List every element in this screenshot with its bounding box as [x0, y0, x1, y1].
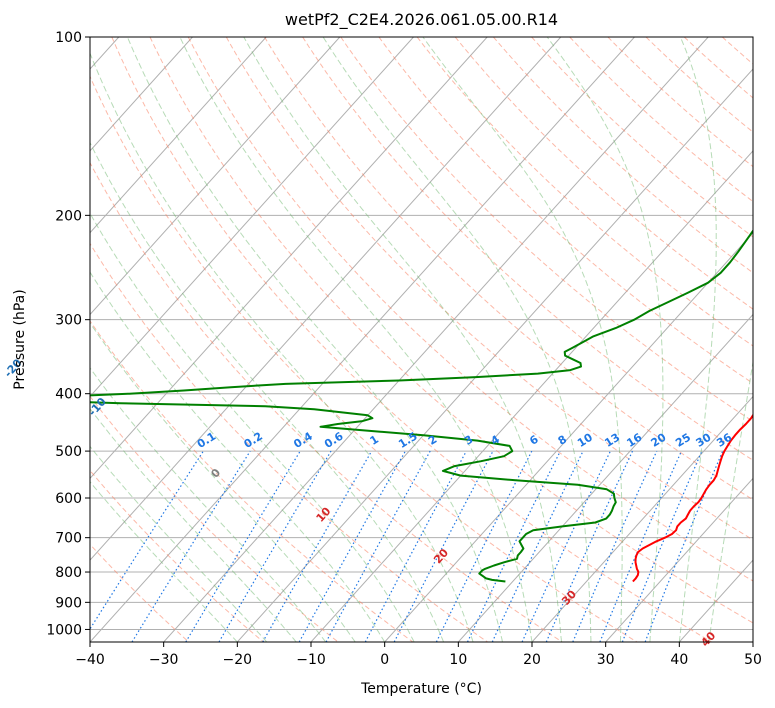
moist-adiabat — [90, 141, 445, 642]
y-tick-label: 200 — [55, 208, 82, 224]
mixing-ratio-line — [545, 450, 634, 642]
x-tick-label: −40 — [75, 652, 105, 668]
mixing-ratio-line — [621, 450, 703, 642]
dry-adiabat — [90, 161, 563, 642]
plot-frame — [89, 36, 754, 643]
moist-adiabat — [243, 37, 562, 642]
moist-adiabat — [322, 37, 592, 642]
dry-adiabat — [111, 37, 712, 642]
moist-adiabat — [678, 37, 717, 642]
isotherm — [384, 232, 753, 642]
moist-adiabat — [90, 407, 297, 642]
dry-adiabat — [187, 37, 753, 582]
isotherm — [310, 150, 753, 642]
mixing-ratio-line — [90, 450, 204, 631]
isotherm — [90, 37, 562, 561]
x-tick-label: −20 — [223, 652, 253, 668]
y-tick-label: 400 — [55, 387, 82, 403]
y-tick-label: 500 — [55, 444, 82, 460]
y-tick-label: 100 — [55, 30, 82, 46]
y-tick-label: 1000 — [46, 622, 82, 638]
chart-title: wetPf2_C2E4.2026.061.05.00.R14 — [285, 10, 558, 30]
dry-adiabat — [264, 37, 753, 501]
x-tick-label: 30 — [597, 652, 615, 668]
plot-lines — [90, 37, 753, 642]
dry-adiabat — [90, 395, 339, 642]
x-tick-label: 10 — [449, 652, 467, 668]
moist-adiabat — [90, 445, 268, 642]
dry-adiabat — [340, 37, 753, 423]
mixing-ratio-line — [364, 450, 467, 642]
dry-adiabat — [90, 242, 488, 642]
x-tick-label: 50 — [744, 652, 762, 668]
dry-adiabat — [569, 37, 753, 203]
isotherm — [90, 37, 488, 480]
moist-adiabat — [708, 359, 753, 642]
mixing-ratio-line — [435, 450, 533, 642]
y-tick-label: 900 — [55, 595, 82, 611]
isotherm — [90, 37, 414, 398]
y-tick-label: 300 — [55, 313, 82, 329]
dry-adiabat — [454, 37, 753, 310]
dewpoint-profile-line — [90, 229, 753, 583]
isotherm — [531, 395, 753, 642]
moist-adiabat — [546, 37, 664, 642]
temperature-profile-line — [632, 413, 753, 583]
dry-adiabat — [225, 37, 753, 541]
y-tick-label: 800 — [55, 565, 82, 581]
y-tick-label: 600 — [55, 491, 82, 507]
mixing-ratio-line — [599, 450, 682, 642]
mixing-ratio-line — [325, 450, 431, 642]
isotherm — [163, 37, 709, 642]
moist-adiabat — [90, 271, 386, 642]
moist-adiabat — [422, 37, 623, 642]
isotherm — [90, 37, 267, 234]
moist-adiabat — [90, 481, 238, 642]
moist-adiabat — [90, 212, 415, 642]
moist-adiabat — [126, 37, 503, 642]
y-tick-label: 700 — [55, 531, 82, 547]
mixing-ratio-line — [298, 450, 406, 642]
dry-adiabat — [607, 37, 753, 168]
moist-adiabat — [90, 322, 356, 642]
dry-adiabat — [149, 37, 753, 624]
mixing-ratio-line — [644, 450, 724, 642]
dry-adiabat — [493, 37, 753, 274]
isotherm — [90, 37, 341, 316]
mixing-ratio-line — [572, 450, 658, 642]
y-axis: 100 200 300 400 500 600 700 800 900 1000 — [46, 30, 90, 638]
x-tick-label: 20 — [523, 652, 541, 668]
dry-adiabat — [302, 37, 753, 461]
mixing-ratio-line — [131, 450, 251, 642]
x-tick-label: −30 — [149, 652, 179, 668]
x-axis-label: Temperature (°C) — [360, 681, 482, 697]
moist-adiabat — [90, 51, 474, 642]
x-tick-label: −10 — [296, 652, 326, 668]
x-axis: −40 −30 −20 −10 0 10 20 30 40 50 — [75, 642, 762, 668]
isotherm — [90, 37, 193, 152]
x-tick-label: 40 — [670, 652, 688, 668]
y-axis-label: Pressure (hPa) — [12, 289, 28, 389]
moist-adiabat — [90, 367, 327, 642]
isotherm — [90, 37, 635, 642]
isotherm — [236, 68, 753, 642]
dry-adiabat — [378, 37, 753, 385]
dry-adiabat — [90, 320, 414, 642]
moist-adiabat — [179, 37, 533, 642]
x-tick-label: 0 — [380, 652, 389, 668]
isotherm — [605, 477, 753, 642]
